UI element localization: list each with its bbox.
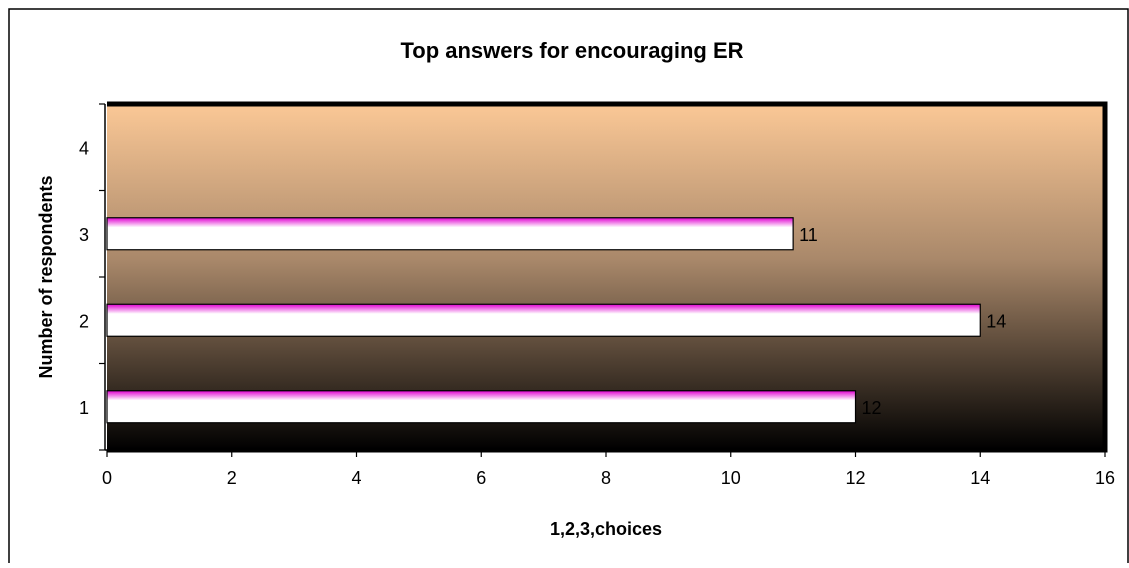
bar-2 xyxy=(106,303,981,337)
x-axis-title: 1,2,3,choices xyxy=(550,519,662,539)
x-tick-label-8: 8 xyxy=(601,468,611,488)
y-tick-label-3: 3 xyxy=(79,225,89,245)
x-tick-label-10: 10 xyxy=(721,468,741,488)
x-tick-label-12: 12 xyxy=(845,468,865,488)
data-label-3: 11 xyxy=(799,225,818,245)
x-tick-label-2: 2 xyxy=(227,468,237,488)
x-tick-label-14: 14 xyxy=(970,468,990,488)
y-tick-label-2: 2 xyxy=(79,311,89,331)
bar-3 xyxy=(106,217,794,251)
x-tick-label-16: 16 xyxy=(1095,468,1115,488)
x-tick-label-4: 4 xyxy=(351,468,361,488)
data-label-1: 12 xyxy=(862,398,882,418)
y-axis-title: Number of respondents xyxy=(36,175,56,378)
bar-1 xyxy=(106,390,857,424)
x-tick-label-0: 0 xyxy=(102,468,112,488)
x-tick-label-6: 6 xyxy=(476,468,486,488)
y-tick-label-4: 4 xyxy=(79,138,89,158)
bars-layer: 12 14 11 xyxy=(106,217,1006,424)
data-label-2: 14 xyxy=(986,311,1006,331)
chart-title: Top answers for encouraging ER xyxy=(400,38,743,63)
y-tick-label-1: 1 xyxy=(79,398,89,418)
